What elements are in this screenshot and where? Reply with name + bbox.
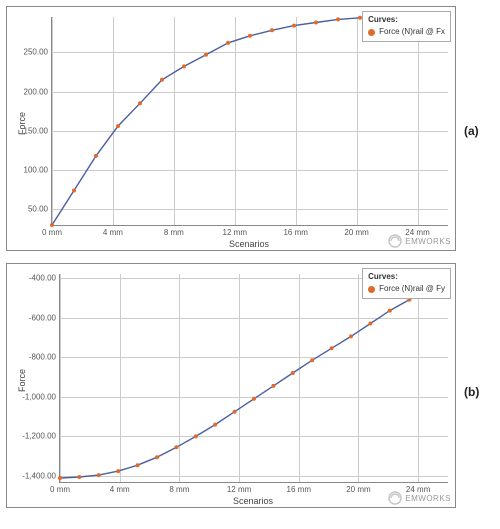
series-line — [52, 18, 448, 225]
ytick-label: 50.00 — [10, 205, 48, 214]
panel-label: (b) — [464, 385, 479, 399]
ytick-label: 250.00 — [10, 48, 48, 57]
series-marker — [368, 322, 372, 326]
plot-area: 50.00100.00150.00200.00250.000 mm4 mm8 m… — [51, 17, 448, 226]
series-marker — [174, 445, 178, 449]
series-marker — [330, 346, 334, 350]
logo-icon — [388, 491, 402, 505]
series-marker — [50, 223, 54, 227]
xtick-label: 16 mm — [287, 485, 311, 494]
chart-box: -400.00 -600.00 -800.00 -1,000.00 -1,200.00 -… — [6, 263, 456, 508]
series-marker — [248, 34, 252, 38]
watermark: EMWORKS — [388, 491, 451, 505]
series-marker — [336, 17, 340, 21]
series-marker — [292, 24, 296, 28]
series-marker — [116, 124, 120, 128]
watermark-text: EMWORKS — [405, 237, 451, 246]
series-marker — [194, 434, 198, 438]
xtick-label: 4 mm — [103, 228, 123, 237]
xtick-label: 0 mm — [42, 228, 62, 237]
watermark: EMWORKS — [388, 234, 451, 248]
plot-svg — [60, 274, 448, 482]
plot-area: -400.00-600.00-800.00-1,000.00-1,200.00-… — [59, 274, 448, 483]
series-marker — [314, 21, 318, 25]
xtick-label: 8 mm — [164, 228, 184, 237]
series-marker — [72, 189, 76, 193]
series-marker — [252, 397, 256, 401]
legend: Curves: Force (N)rail @ Fy — [362, 268, 451, 299]
series-marker — [291, 371, 295, 375]
chart-wrap-chart_b: -400.00 -600.00 -800.00 -1,000.00 -1,200.00 -… — [6, 263, 496, 508]
series-marker — [94, 154, 98, 158]
series-marker — [155, 455, 159, 459]
chart-box: 50.00 100.00 150.00 200.00 250.00 0 mm 4 mm 8 m… — [6, 6, 456, 251]
series-marker — [182, 64, 186, 68]
series-marker — [138, 101, 142, 105]
ytick-label: 150.00 — [10, 126, 48, 135]
ytick-label: -1,000.00 — [10, 392, 56, 401]
xtick-label: 8 mm — [169, 485, 189, 494]
xtick-label: 20 mm — [346, 485, 370, 494]
y-axis-label: Force — [17, 369, 27, 392]
legend-item: Force (N)rail @ Fx — [368, 27, 445, 37]
xtick-label: 12 mm — [227, 485, 251, 494]
series-marker — [388, 309, 392, 313]
legend-marker-icon — [368, 286, 375, 293]
panel-label: (a) — [464, 124, 479, 138]
xtick-label: 0 mm — [50, 485, 70, 494]
series-marker — [160, 78, 164, 82]
ytick-label: -600.00 — [10, 313, 56, 322]
series-line — [60, 278, 448, 478]
series-marker — [213, 423, 217, 427]
series-marker — [97, 473, 101, 477]
xtick-label: 12 mm — [223, 228, 247, 237]
legend-title: Curves: — [368, 15, 445, 25]
series-marker — [270, 28, 274, 32]
series-marker — [226, 41, 230, 45]
ytick-label: -400.00 — [10, 273, 56, 282]
series-marker — [136, 463, 140, 467]
xtick-label: 20 mm — [344, 228, 368, 237]
ytick-label: 200.00 — [10, 87, 48, 96]
series-marker — [271, 384, 275, 388]
logo-icon — [388, 234, 402, 248]
chart-wrap-chart_a: 50.00 100.00 150.00 200.00 250.00 0 mm 4 mm 8 m… — [6, 6, 496, 251]
plot-svg — [52, 17, 448, 225]
watermark-text: EMWORKS — [405, 494, 451, 503]
ytick-label: -800.00 — [10, 353, 56, 362]
series-marker — [204, 53, 208, 57]
ytick-label: -1,200.00 — [10, 432, 56, 441]
series-marker — [349, 334, 353, 338]
legend-label: Force (N)rail @ Fy — [379, 284, 445, 294]
ytick-label: 100.00 — [10, 166, 48, 175]
series-marker — [58, 476, 62, 480]
series-marker — [310, 358, 314, 362]
legend-title: Curves: — [368, 272, 445, 282]
series-marker — [77, 475, 81, 479]
legend-marker-icon — [368, 29, 375, 36]
series-marker — [116, 469, 120, 473]
xtick-label: 16 mm — [283, 228, 307, 237]
y-axis-label: Force — [17, 112, 27, 135]
legend-label: Force (N)rail @ Fx — [379, 27, 445, 37]
legend: Curves: Force (N)rail @ Fx — [362, 11, 451, 42]
xtick-label: 4 mm — [110, 485, 130, 494]
series-marker — [233, 410, 237, 414]
legend-item: Force (N)rail @ Fy — [368, 284, 445, 294]
ytick-label: -1,400.00 — [10, 472, 56, 481]
